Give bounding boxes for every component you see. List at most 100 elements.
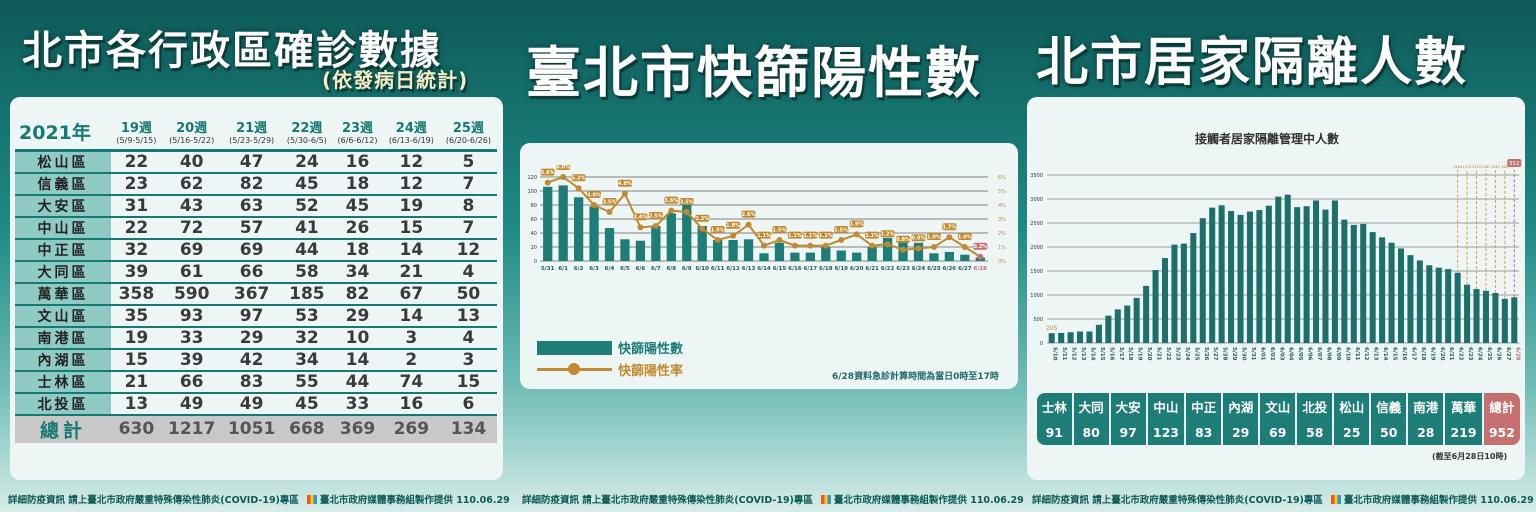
district-value: 29 (1221, 419, 1260, 445)
cell-value: 55 (281, 370, 333, 394)
rate-label: 0.8% (896, 237, 910, 243)
district-header: 大同 (1071, 393, 1110, 419)
year-label: 2021年 (15, 110, 112, 152)
x-tick: 6/12 (726, 266, 740, 272)
rate-point (730, 232, 737, 239)
district-header: 中山 (1145, 393, 1186, 419)
cell-value: 26 (332, 216, 383, 240)
week-header: 25週 (6/20-6/26) (439, 110, 497, 152)
y-left-tick: 0 (534, 259, 537, 265)
rate-label-box (787, 231, 802, 239)
cell-value: 34 (332, 260, 383, 284)
rate-label-box (540, 168, 555, 176)
bar (728, 240, 738, 261)
week-header: 22週 (5/30-6/5) (281, 110, 333, 152)
cell-value: 13 (111, 392, 162, 416)
district-name: 大同區 (15, 260, 112, 284)
x-tick: 6/04 (1288, 347, 1294, 361)
bar (666, 213, 676, 261)
cell-value: 42 (221, 348, 282, 372)
x-tick: 6/10 (695, 266, 709, 272)
district-name: 信義區 (15, 172, 112, 196)
bar-label: 1042 (1491, 165, 1500, 169)
total-value: 134 (439, 414, 497, 443)
cell-value: 31 (111, 194, 162, 218)
rate-label: 1.8% (726, 223, 740, 229)
rate-label: 1.2% (881, 232, 895, 238)
x-tick: 6/13 (1373, 347, 1379, 361)
bar (1341, 219, 1348, 343)
cell-value: 52 (281, 194, 333, 218)
rate-point (652, 223, 659, 229)
x-tick: 6/14 (757, 266, 771, 272)
district-value: 25 (1332, 419, 1371, 445)
bar (697, 226, 707, 261)
district-name: 士林區 (15, 370, 112, 394)
rate-label-box (973, 242, 988, 250)
rate-label: 2.6% (742, 212, 756, 218)
x-tick: 6/11 (711, 266, 725, 272)
y-left-tick: 20 (531, 245, 537, 251)
rate-point (606, 209, 613, 215)
x-tick: 6/2 (574, 266, 584, 272)
bar (1095, 324, 1102, 343)
rate-label: 4.0% (587, 192, 601, 198)
cell-value: 6 (439, 392, 497, 416)
cell-value: 24 (281, 150, 333, 174)
bar (573, 197, 584, 261)
cell-value: 82 (332, 282, 383, 306)
right-title: 北市居家隔離人數 (1036, 33, 1469, 93)
bar (1435, 267, 1442, 343)
rate-label: 1.5% (773, 227, 787, 233)
bar (1265, 205, 1272, 343)
x-tick: 6/12 (1363, 347, 1369, 361)
cell-value: 12 (439, 238, 497, 262)
district-header: 士林 (1037, 393, 1073, 419)
cell-value: 590 (161, 282, 222, 306)
bar (1180, 243, 1187, 343)
x-tick: 5/21 (1156, 347, 1162, 361)
y-left-tick: 100 (527, 189, 537, 195)
rate-label-box (772, 226, 787, 233)
bar (836, 250, 846, 261)
table-row: 中正區 32 69 69 44 18 14 12 (15, 238, 497, 262)
rate-label-box (926, 233, 941, 240)
district-name: 內湖區 (15, 348, 112, 372)
x-tick: 5/24 (1184, 347, 1190, 361)
rate-label: 1.1% (788, 233, 802, 239)
cell-value: 16 (382, 392, 440, 416)
bar (1058, 332, 1065, 343)
rate-label-box (741, 210, 756, 218)
footer-text: 詳細防疫資訊 請上臺北市政府嚴重特殊傳染性肺炎(COVID-19)專區 (8, 495, 299, 506)
total-value: 369 (332, 414, 383, 443)
bar (1190, 233, 1197, 343)
x-tick: 6/06 (1307, 347, 1313, 361)
x-tick: 6/15 (773, 266, 787, 272)
bar (1303, 206, 1310, 343)
cell-value: 18 (332, 238, 383, 262)
cell-value: 66 (221, 260, 282, 284)
cell-value: 21 (382, 260, 440, 284)
rate-label: 1.1% (865, 233, 879, 239)
cell-value: 69 (221, 238, 282, 262)
week-header: 21週 (5/23-5/29) (221, 110, 282, 152)
district-name: 中正區 (15, 238, 112, 262)
week-range: (5/23-5/29) (229, 135, 275, 145)
district-name: 大安區 (15, 194, 112, 218)
week-range: (6/6-6/12) (337, 135, 378, 145)
x-tick: 5/30 (1241, 347, 1247, 361)
bar (1171, 244, 1178, 343)
week-header: 24週 (6/13-6/19) (382, 110, 440, 152)
district-name: 中山區 (15, 216, 112, 240)
cell-value: 74 (382, 370, 440, 394)
bar (1331, 200, 1338, 343)
x-tick: 6/25 (927, 266, 941, 272)
cell-value: 69 (161, 238, 222, 262)
x-tick: 6/21 (1448, 347, 1454, 361)
bar (759, 253, 769, 261)
cell-value: 4 (439, 326, 497, 350)
cell-value: 67 (382, 282, 440, 306)
bar (1379, 237, 1386, 343)
rate-label-box (695, 214, 710, 222)
rate-label: 1.0% (958, 234, 972, 240)
